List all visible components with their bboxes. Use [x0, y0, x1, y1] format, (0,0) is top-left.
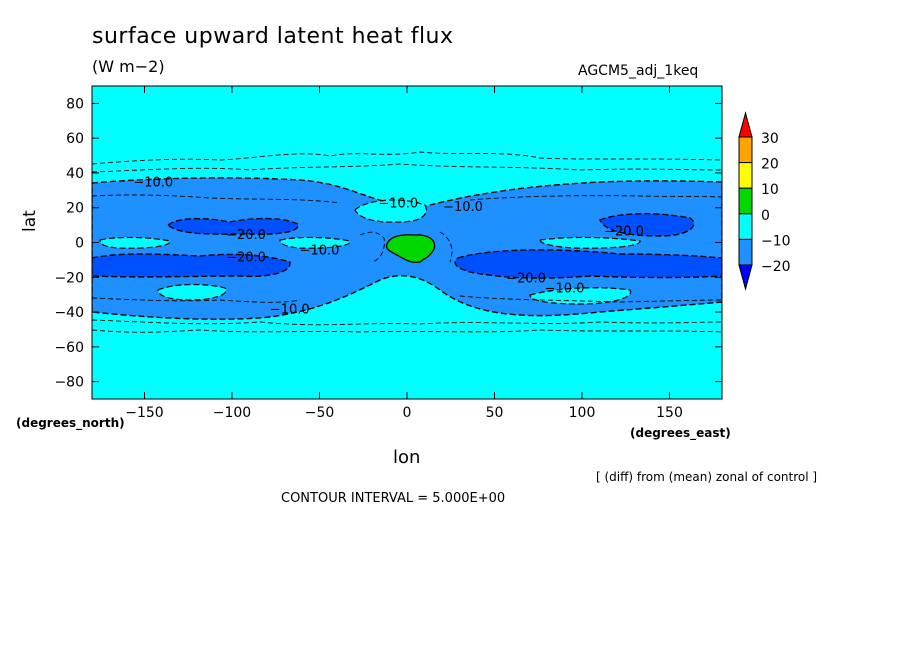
- chart-units: (W m−2): [92, 57, 165, 76]
- pocket-cyan-5: [279, 236, 351, 249]
- y-tick-label: 80: [66, 96, 84, 112]
- pocket-cyan-1: [354, 199, 427, 223]
- colorbar-swatch: [738, 238, 753, 266]
- contour-interval: CONTOUR INTERVAL = 5.000E+00: [281, 491, 506, 506]
- plot-area: [92, 86, 722, 399]
- x-axis-unit: (degrees_east): [630, 426, 731, 440]
- contour-label: −20.0: [226, 228, 266, 243]
- pocket-cyan-4: [99, 236, 171, 249]
- dark-blue-ne: [599, 213, 695, 237]
- dark-blue-se: [454, 249, 722, 279]
- colorbar-swatch: [738, 162, 753, 189]
- y-tick-label: 20: [66, 201, 84, 217]
- diff-note: [ (diff) from (mean) zonal of control ]: [596, 470, 818, 484]
- colorbar-label: 10: [761, 182, 779, 198]
- contour-label: −10.0: [443, 200, 483, 215]
- chart-title: surface upward latent heat flux: [92, 24, 454, 49]
- y-tick-label: −80: [54, 375, 84, 391]
- dark-blue-nw: [166, 217, 299, 235]
- colorbar-label: −10: [761, 233, 791, 249]
- colorbar: 30 20 10 0 −10 −20: [738, 111, 791, 291]
- outer-contours: [92, 151, 722, 333]
- x-tick-label: 100: [569, 405, 596, 421]
- colorbar-label: 0: [761, 208, 770, 224]
- x-tick-label: 50: [486, 405, 504, 421]
- contour-label: −10.0: [378, 197, 418, 212]
- x-tick-label: 0: [403, 405, 412, 421]
- colorbar-swatch: [738, 136, 753, 164]
- colorbar-swatch-top: [738, 111, 753, 138]
- contour-labels: −10.0−10.0 −10.0−20.0−20.0 −10.0−20.0−20.0…: [133, 176, 644, 318]
- colorbar-swatch-bottom: [738, 264, 753, 291]
- colorbar-swatch: [738, 213, 753, 240]
- y-tick-label: −40: [54, 305, 84, 321]
- experiment-label: AGCM5_adj_1keq: [578, 63, 699, 79]
- pocket-cyan-2: [157, 283, 227, 301]
- x-axis-label: lon: [393, 447, 421, 468]
- contour-label: −20.0: [604, 224, 644, 239]
- colorbar-swatch: [738, 187, 753, 215]
- colorbar-label: −20: [761, 259, 791, 275]
- dark-blue-sw: [92, 253, 291, 278]
- y-tick-label: 60: [66, 131, 84, 147]
- contour-label: −10.0: [270, 303, 310, 318]
- colorbar-label: 30: [761, 131, 779, 147]
- pocket-cyan-3: [529, 287, 632, 305]
- contour-label: −10.0: [545, 282, 585, 297]
- y-tick-label: 0: [75, 236, 84, 252]
- contour-label: −20.0: [506, 271, 546, 286]
- y-tick-label: −20: [54, 270, 84, 286]
- contour-label: −10.0: [300, 243, 340, 258]
- x-tick-label: −50: [305, 405, 335, 421]
- y-tick-label: −60: [54, 340, 84, 356]
- axes: −150 −100 −50 0 50 100 150 80 60 40 20 0 −20 −40 −60 −8…: [54, 86, 722, 421]
- x-tick-label: 150: [656, 405, 683, 421]
- contour-label: −20.0: [226, 250, 266, 265]
- pocket-cyan-6: [539, 236, 641, 249]
- green-anomaly: [385, 234, 436, 264]
- x-tick-label: −100: [213, 405, 251, 421]
- colorbar-label: 20: [761, 157, 779, 173]
- y-axis-unit: (degrees_north): [16, 416, 125, 430]
- y-tick-label: 40: [66, 166, 84, 182]
- x-tick-label: −150: [125, 405, 163, 421]
- contour-label: −10.0: [133, 176, 173, 191]
